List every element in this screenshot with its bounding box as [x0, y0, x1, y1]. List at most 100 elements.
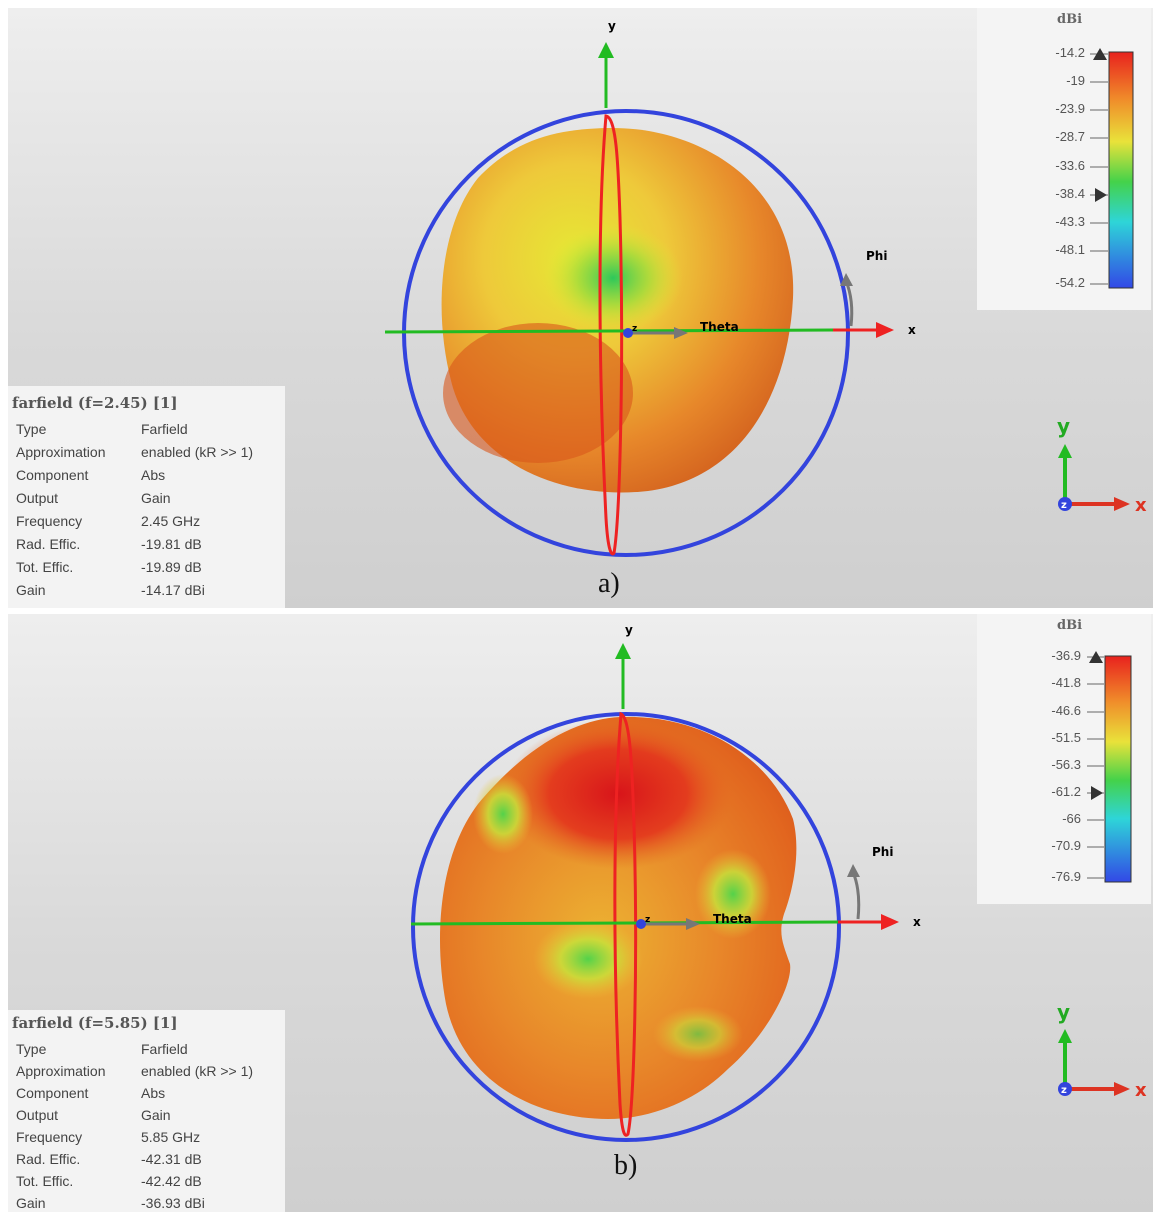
x-axis-arrow-a — [876, 322, 894, 338]
ring-circle-b — [411, 712, 841, 1142]
legend-tick: -23.9 — [1055, 101, 1085, 116]
z-label-a: z — [632, 324, 637, 334]
theta-arrow-a — [674, 327, 688, 339]
legend-tick: -36.9 — [1051, 648, 1081, 663]
info-row: Rad. Effic. -19.81 dB — [8, 533, 285, 556]
y-label-a: y — [608, 19, 616, 33]
info-value: -14.17 dBi — [141, 582, 205, 598]
info-title: farfield (f=2.45) [1] — [12, 394, 178, 412]
z-label-b: z — [645, 915, 650, 925]
legend-tick: -66 — [1062, 811, 1081, 826]
gizmo-y-label-b: y — [1057, 1000, 1070, 1024]
info-value: -19.81 dB — [141, 536, 202, 552]
theta-label-a: Theta — [700, 320, 739, 334]
info-row: Tot. Effic. -19.89 dB — [8, 556, 285, 579]
orientation-gizmo-b[interactable]: y x z — [1057, 1000, 1147, 1101]
legend-tick: -41.8 — [1051, 675, 1081, 690]
farfield-info-box-a: farfield (f=2.45) [1] Type Farfield Appro… — [8, 386, 285, 608]
legend-tick: -54.2 — [1055, 275, 1085, 290]
info-key: Component — [16, 1085, 89, 1101]
phi-meridian-a — [598, 114, 624, 556]
gizmo-z-label-a: z — [1061, 500, 1067, 511]
gizmo-z-label-b: z — [1061, 1085, 1067, 1096]
phi-label-b: Phi — [872, 845, 893, 859]
info-value: Abs — [141, 1085, 166, 1101]
info-value: Gain — [141, 490, 171, 506]
legend-unit: dBi — [1057, 12, 1083, 27]
legend-tick: -70.9 — [1051, 838, 1081, 853]
legend-tick: -76.9 — [1051, 869, 1081, 884]
phi-arc-b — [851, 871, 861, 920]
info-key: Tot. Effic. — [16, 1173, 74, 1189]
info-value: enabled (kR >> 1) — [141, 1063, 254, 1079]
info-value: enabled (kR >> 1) — [141, 444, 254, 460]
x-label-b: x — [913, 915, 921, 929]
info-row: Type Farfield — [8, 418, 285, 441]
legend-max-marker-a — [1093, 48, 1107, 60]
origin-dot-b — [636, 919, 646, 929]
x-axis-line-a — [384, 328, 834, 334]
info-value: 2.45 GHz — [141, 513, 201, 529]
gizmo-x-label-b: x — [1135, 1080, 1147, 1101]
info-row: Approximation enabled (kR >> 1) — [8, 1060, 285, 1082]
legend-tick: -28.7 — [1055, 129, 1085, 144]
legend-unit: dBi — [1057, 618, 1083, 633]
farfield-info-box-b: farfield (f=5.85) [1] Type Farfield Appro… — [8, 1010, 285, 1212]
legend-slider-marker-a — [1095, 188, 1107, 202]
info-key: Component — [16, 467, 89, 483]
caption-b: b) — [614, 1150, 638, 1181]
info-key: Type — [16, 421, 47, 437]
info-row: Tot. Effic. -42.42 dB — [8, 1170, 285, 1192]
x-axis-arrow-b — [881, 914, 899, 930]
info-row: Component Abs — [8, 1082, 285, 1104]
legend-tick: -43.3 — [1055, 214, 1085, 229]
info-title: farfield (f=5.85) [1] — [12, 1014, 178, 1032]
farfield-3d-view-a[interactable]: y x z Theta Phi y x z — [8, 8, 1153, 608]
info-row: Frequency 5.85 GHz — [8, 1126, 285, 1148]
phi-arrow-a — [840, 273, 853, 286]
legend-tick: -56.3 — [1051, 757, 1081, 772]
farfield-panel-b[interactable]: y x z Theta Phi y x z farfield (f=5.85) … — [8, 614, 1153, 1212]
legend-tick: -51.5 — [1051, 730, 1081, 745]
colorbar-svg-b — [1087, 651, 1132, 883]
info-key: Approximation — [16, 1063, 106, 1079]
farfield-panel-a[interactable]: y x z Theta Phi y x z farfield (f=2.45) … — [8, 8, 1153, 608]
gizmo-x-label-a: x — [1135, 495, 1147, 516]
y-label-b: y — [625, 623, 633, 637]
x-axis-line-b — [410, 920, 839, 926]
legend-tick: -46.6 — [1051, 703, 1081, 718]
theta-arrow-b — [686, 918, 700, 930]
info-key: Approximation — [16, 444, 106, 460]
legend-tick: -38.4 — [1055, 186, 1085, 201]
pattern-spot-b4 — [653, 1006, 743, 1062]
legend-tick: -33.6 — [1055, 158, 1085, 173]
color-legend-b: dBi -36.9 -41.8 -46.6 -51.5 -56.3 -61.2 … — [977, 614, 1151, 904]
legend-max-marker-b — [1089, 651, 1103, 663]
legend-tick: -61.2 — [1051, 784, 1081, 799]
legend-slider-marker-b — [1091, 786, 1103, 800]
info-value: Farfield — [141, 1041, 188, 1057]
colorbar-a — [1108, 51, 1134, 289]
info-key: Rad. Effic. — [16, 1151, 81, 1167]
pattern-spot-b2 — [695, 849, 771, 939]
farfield-3d-view-b[interactable]: y x z Theta Phi y x z — [8, 614, 1153, 1212]
phi-arrow-b — [847, 864, 860, 877]
origin-dot-a — [623, 328, 633, 338]
info-value: -42.31 dB — [141, 1151, 202, 1167]
y-axis-arrow-b — [615, 643, 631, 659]
phi-label-a: Phi — [866, 249, 887, 263]
caption-a: a) — [598, 568, 620, 599]
info-key: Type — [16, 1041, 47, 1057]
orientation-gizmo-a[interactable]: y x z — [1057, 414, 1147, 516]
gizmo-y-label-a: y — [1057, 414, 1070, 438]
legend-tick: -14.2 — [1055, 45, 1085, 60]
info-row: Gain -14.17 dBi — [8, 579, 285, 602]
y-axis-arrow-a — [598, 42, 614, 58]
info-value: Farfield — [141, 421, 188, 437]
info-value: -42.42 dB — [141, 1173, 202, 1189]
colorbar-svg-a — [1090, 48, 1134, 289]
info-value: Abs — [141, 467, 166, 483]
phi-meridian-b — [613, 711, 638, 1137]
info-value: 5.85 GHz — [141, 1129, 201, 1145]
color-legend-a: dBi -14.2 -19 -23.9 -28.7 -33.6 -38.4 -4… — [977, 8, 1151, 310]
